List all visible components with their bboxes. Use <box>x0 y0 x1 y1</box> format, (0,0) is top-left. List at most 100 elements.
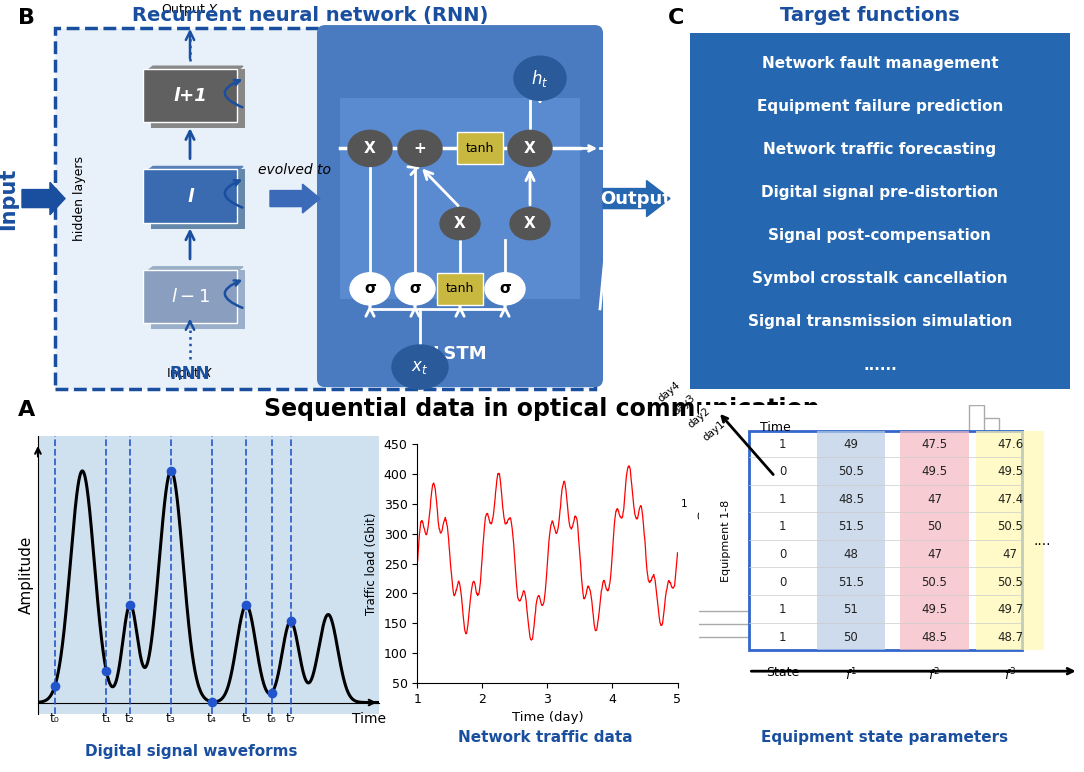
Text: 50.5: 50.5 <box>922 499 946 510</box>
Text: Network fault management: Network fault management <box>762 56 998 71</box>
Text: 49: 49 <box>784 525 797 535</box>
Text: Input $X$: Input $X$ <box>167 366 214 382</box>
Text: 47.5: 47.5 <box>953 525 977 535</box>
FancyBboxPatch shape <box>143 269 237 323</box>
Ellipse shape <box>514 56 566 100</box>
Text: A: A <box>18 400 36 420</box>
Text: Target functions: Target functions <box>780 6 959 25</box>
Ellipse shape <box>440 208 480 239</box>
FancyBboxPatch shape <box>900 432 969 650</box>
Text: 49.5: 49.5 <box>921 603 947 616</box>
Text: 49.7: 49.7 <box>997 603 1023 616</box>
X-axis label: Time (day): Time (day) <box>512 712 583 724</box>
FancyBboxPatch shape <box>151 170 245 229</box>
Text: day4: day4 <box>656 381 682 405</box>
Y-axis label: Traffic load (Gbit): Traffic load (Gbit) <box>365 513 378 615</box>
FancyBboxPatch shape <box>151 69 245 128</box>
Text: l: l <box>186 188 193 205</box>
Text: 0: 0 <box>779 548 786 561</box>
Ellipse shape <box>348 130 392 167</box>
Text: 50.5: 50.5 <box>997 520 1023 533</box>
Polygon shape <box>145 66 243 73</box>
Text: 51: 51 <box>843 603 859 616</box>
Text: σ: σ <box>364 281 376 296</box>
Text: RNN: RNN <box>170 365 210 383</box>
FancyBboxPatch shape <box>437 273 483 305</box>
Text: Network traffic data: Network traffic data <box>457 730 632 745</box>
Text: +: + <box>414 141 426 156</box>
FancyBboxPatch shape <box>817 432 885 650</box>
Text: ......: ...... <box>863 357 896 373</box>
Text: Output $Y$: Output $Y$ <box>162 2 219 18</box>
Text: 0: 0 <box>779 466 786 479</box>
Text: 0: 0 <box>711 525 718 535</box>
Ellipse shape <box>350 273 390 305</box>
Text: 50.5: 50.5 <box>921 575 947 588</box>
Text: Symbol crosstalk cancellation: Symbol crosstalk cancellation <box>752 271 1008 286</box>
Polygon shape <box>145 167 243 172</box>
Polygon shape <box>145 267 243 273</box>
Text: tanh: tanh <box>466 142 494 155</box>
FancyBboxPatch shape <box>143 69 237 122</box>
Text: 48.7: 48.7 <box>997 631 1023 644</box>
Text: 47.5: 47.5 <box>921 438 947 451</box>
FancyArrow shape <box>270 185 320 213</box>
Text: Equipment failure prediction: Equipment failure prediction <box>757 99 1003 113</box>
Ellipse shape <box>508 130 552 167</box>
Text: 49.5: 49.5 <box>997 466 1023 479</box>
Text: σ: σ <box>409 281 421 296</box>
Text: 50: 50 <box>843 631 859 644</box>
Text: 48.5: 48.5 <box>921 631 947 644</box>
Text: $f^1$: $f^1$ <box>844 666 857 683</box>
Text: 47.4: 47.4 <box>997 493 1023 506</box>
Text: day3: day3 <box>671 393 697 418</box>
Text: Output: Output <box>601 190 671 208</box>
Text: 51.5: 51.5 <box>838 520 864 533</box>
Text: $h_t$: $h_t$ <box>531 68 549 89</box>
Text: ....: .... <box>1033 533 1050 547</box>
Text: tanh: tanh <box>446 283 474 296</box>
Text: Time: Time <box>760 422 790 435</box>
Text: 48: 48 <box>843 548 859 561</box>
Text: 1: 1 <box>779 631 786 644</box>
Text: Digital signal pre-distortion: Digital signal pre-distortion <box>761 185 998 200</box>
Ellipse shape <box>398 130 442 167</box>
Ellipse shape <box>485 273 525 305</box>
Text: 47.5: 47.5 <box>869 525 893 535</box>
Text: 0: 0 <box>779 575 786 588</box>
Text: C: C <box>668 8 684 28</box>
Text: 48.5: 48.5 <box>838 493 864 506</box>
FancyBboxPatch shape <box>55 28 595 389</box>
Text: $\it{l-1}$: $\it{l-1}$ <box>170 288 209 306</box>
Text: Signal post-compensation: Signal post-compensation <box>769 229 992 243</box>
Text: Equipment 1-8: Equipment 1-8 <box>721 499 731 582</box>
Text: B: B <box>18 8 35 28</box>
Text: t₅: t₅ <box>242 712 251 725</box>
Text: $f^3$: $f^3$ <box>1004 666 1017 683</box>
Text: 47: 47 <box>860 512 873 522</box>
FancyArrow shape <box>22 182 65 215</box>
Text: Digital signal waveforms: Digital signal waveforms <box>86 744 298 759</box>
Text: Sequential data in optical communication: Sequential data in optical communication <box>264 397 820 421</box>
Text: 47: 47 <box>1003 548 1018 561</box>
Text: State: State <box>766 666 799 679</box>
Text: 1: 1 <box>779 603 786 616</box>
Text: Network traffic forecasting: Network traffic forecasting <box>763 142 996 157</box>
Text: 1: 1 <box>779 493 786 506</box>
Text: t₆: t₆ <box>267 712 276 725</box>
Text: 47: 47 <box>927 548 942 561</box>
Text: 50.5: 50.5 <box>839 499 863 510</box>
Text: X: X <box>525 216 535 231</box>
Text: t₀: t₀ <box>50 712 60 725</box>
Text: t₃: t₃ <box>166 712 176 725</box>
Text: evolved to: evolved to <box>258 162 332 177</box>
Text: Input: Input <box>0 168 18 230</box>
FancyArrow shape <box>603 181 670 217</box>
Text: l+1: l+1 <box>173 87 207 105</box>
Text: $x_t$: $x_t$ <box>412 358 428 376</box>
FancyBboxPatch shape <box>143 170 237 222</box>
Text: X: X <box>525 141 535 156</box>
Text: t₂: t₂ <box>125 712 136 725</box>
Text: Signal transmission simulation: Signal transmission simulation <box>748 314 1012 330</box>
Text: LSTM: LSTM <box>433 345 488 363</box>
